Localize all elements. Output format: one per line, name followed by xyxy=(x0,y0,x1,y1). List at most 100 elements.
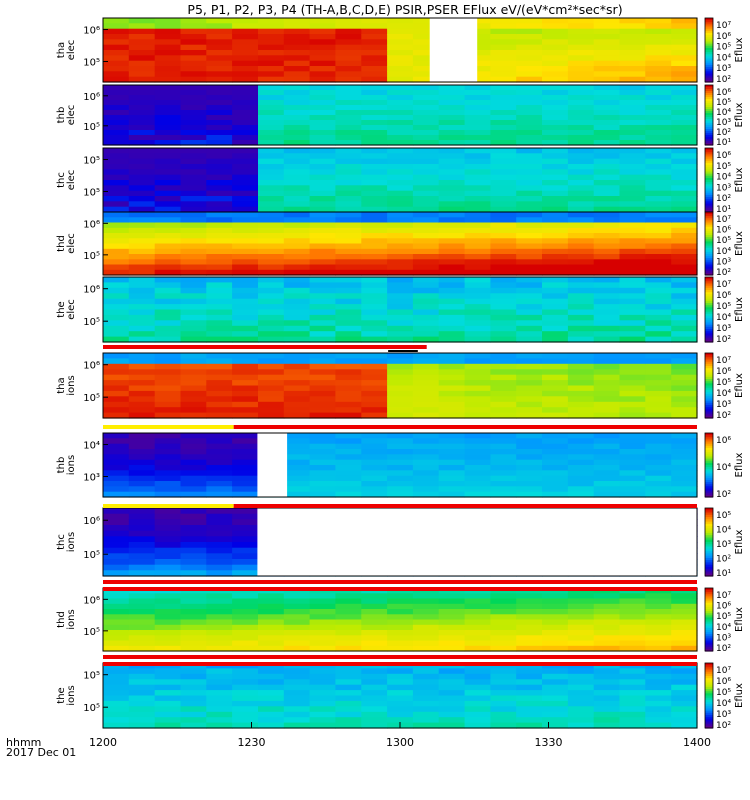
heatmap-cell xyxy=(490,153,517,160)
heatmap-cell xyxy=(335,722,362,729)
heatmap-cell xyxy=(619,212,646,218)
colorbar-segment xyxy=(705,154,713,158)
heatmap-cell xyxy=(232,690,259,697)
heatmap-cell xyxy=(258,614,285,621)
heatmap-cell xyxy=(438,449,466,455)
colorbar-segment xyxy=(705,562,713,566)
heatmap-cell xyxy=(361,100,388,106)
heatmap-cell xyxy=(103,390,130,397)
heatmap-cell xyxy=(516,459,543,466)
heatmap-cell xyxy=(438,90,466,96)
heatmap-cell xyxy=(206,609,233,615)
heatmap-cell xyxy=(671,465,698,471)
panel-label-bottom: elec xyxy=(66,105,77,126)
heatmap-cell xyxy=(335,206,362,213)
heatmap-cell xyxy=(516,158,543,165)
heatmap-cell xyxy=(206,222,233,229)
colorbar-segment xyxy=(705,333,713,337)
heatmap-cell xyxy=(180,100,207,106)
colorbar-segment xyxy=(705,673,713,677)
colorbar-segment xyxy=(705,173,713,177)
heatmap-cell xyxy=(335,18,362,24)
heatmap-cell xyxy=(619,486,646,493)
colorbar-frame xyxy=(704,432,714,498)
heatmap-cell xyxy=(387,325,414,332)
heatmap-cell xyxy=(619,309,646,316)
heatmap-cell xyxy=(542,700,569,707)
heatmap-cell xyxy=(645,630,672,636)
colorbar-label: Eflux xyxy=(734,167,745,192)
colorbar-tick-label: 10² xyxy=(716,644,731,654)
heatmap-cell xyxy=(593,50,621,56)
heatmap-cell xyxy=(103,174,130,181)
heatmap-cell xyxy=(490,309,517,316)
heatmap-cell xyxy=(671,164,698,170)
heatmap-cell xyxy=(361,125,388,131)
heatmap-cell xyxy=(335,374,362,381)
heatmap-cell xyxy=(361,259,388,266)
heatmap-cell xyxy=(206,85,233,91)
heatmap-cell xyxy=(103,603,130,610)
heatmap-cell xyxy=(283,28,311,35)
colorbar-segment xyxy=(705,214,713,217)
heatmap-cell xyxy=(180,706,207,713)
heatmap-cell xyxy=(593,309,621,316)
y-tick-label: 10⁶ xyxy=(83,285,100,296)
heatmap-cell xyxy=(128,174,156,181)
colorbar-segment xyxy=(705,95,713,98)
heatmap-cell xyxy=(103,277,130,283)
heatmap-cell xyxy=(154,336,182,343)
heatmap-cell xyxy=(464,110,491,116)
heatmap-cell xyxy=(490,212,517,218)
heatmap-cell xyxy=(490,717,517,724)
heatmap-cell xyxy=(309,609,336,615)
heatmap-cell xyxy=(671,180,698,186)
heatmap-cell xyxy=(232,185,259,192)
heatmap-cell xyxy=(154,125,182,131)
heatmap-cell xyxy=(309,248,336,255)
heatmap-cell xyxy=(283,196,311,202)
heatmap-cell xyxy=(128,559,156,566)
heatmap-cell xyxy=(464,60,491,67)
heatmap-cell xyxy=(128,593,156,600)
heatmap-cell xyxy=(309,363,336,370)
heatmap-cell xyxy=(154,71,182,78)
heatmap-cell xyxy=(542,309,569,316)
heatmap-cell xyxy=(619,353,646,359)
heatmap-cell xyxy=(309,635,336,642)
heatmap-cell xyxy=(593,673,621,680)
heatmap-cell xyxy=(258,282,285,289)
heatmap-cell xyxy=(232,34,259,40)
heatmap-cell xyxy=(645,363,672,370)
heatmap-cell xyxy=(412,222,440,229)
heatmap-cell xyxy=(567,227,595,234)
heatmap-cell xyxy=(154,90,182,96)
heatmap-cell xyxy=(180,201,207,208)
heatmap-cell xyxy=(387,85,414,91)
colorbar-tick-label: 10⁷ xyxy=(716,280,731,290)
heatmap-cell xyxy=(258,717,285,724)
heatmap-cell xyxy=(516,711,543,718)
heatmap-cell xyxy=(464,243,491,250)
colorbar-segment xyxy=(705,405,713,408)
heatmap-cell xyxy=(283,390,311,397)
heatmap-cell xyxy=(258,374,285,381)
heatmap-cell xyxy=(232,135,259,141)
heatmap-cell xyxy=(283,598,311,605)
heatmap-cell xyxy=(309,264,336,271)
heatmap-cell xyxy=(516,673,543,680)
heatmap-cell xyxy=(180,553,207,560)
heatmap-cell xyxy=(103,331,130,338)
heatmap-cell xyxy=(464,95,491,101)
heatmap-cell xyxy=(593,640,621,647)
colorbar-segment xyxy=(705,133,713,136)
heatmap-cell xyxy=(154,120,182,126)
colorbar-segment xyxy=(705,363,713,367)
heatmap-cell xyxy=(542,679,569,686)
heatmap-cell xyxy=(154,44,182,51)
colorbar-segment xyxy=(705,260,713,263)
heatmap-cell xyxy=(619,380,646,387)
heatmap-cell xyxy=(361,95,388,101)
heatmap-cell xyxy=(464,645,491,652)
